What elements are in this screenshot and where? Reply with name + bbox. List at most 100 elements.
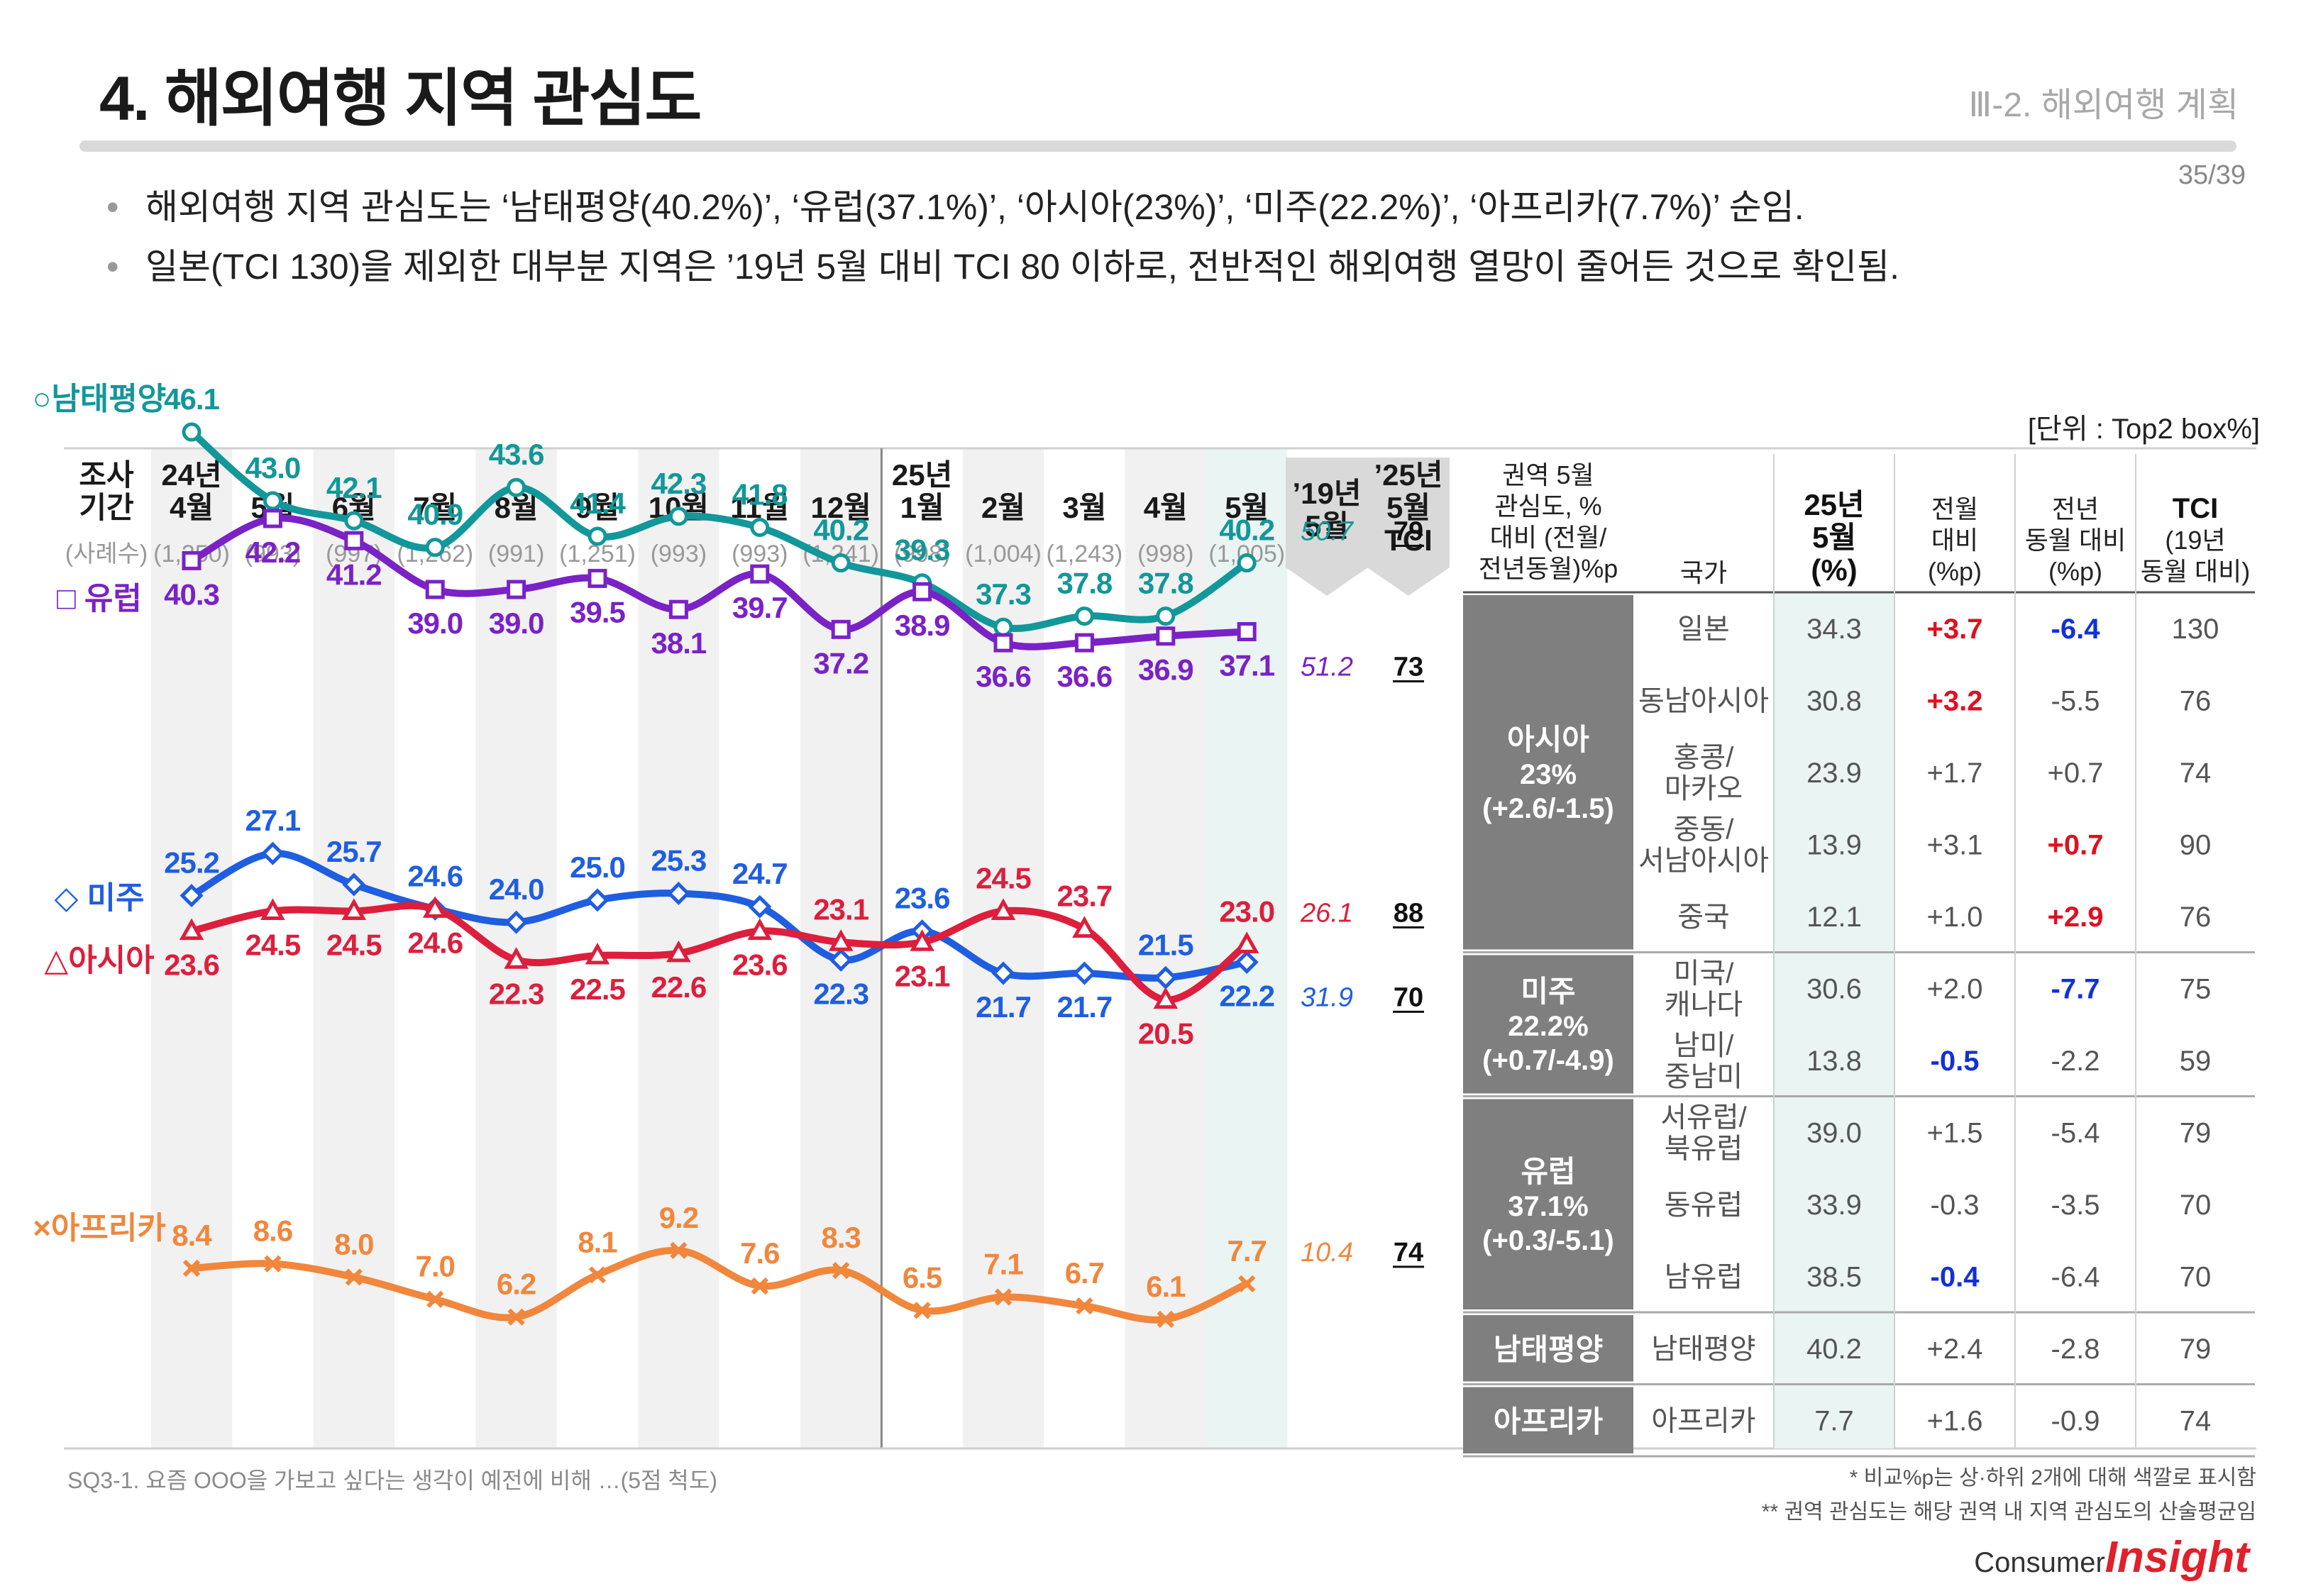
yoy-value: -6.4 [2051,1261,2100,1292]
data-point-square [344,531,364,550]
data-point-diamond [666,881,690,906]
data-label: 22.3 [813,977,868,1010]
bullet-dot-icon: • [106,187,119,227]
data-label: 7.1 [983,1248,1023,1281]
data-label: 40.2 [813,514,868,547]
bullet-text-1: 해외여행 지역 관심도는 ‘남태평양(40.2%)’, ‘유럽(37.1%)’,… [145,187,1804,227]
data-point-circle [182,422,202,442]
tci-table-value: 74 [2180,1405,2212,1436]
data-point-circle [587,526,607,546]
data-label: 8.3 [822,1221,861,1254]
data-point-triangle [341,898,367,920]
series-name-label: □ 유럽 [57,581,142,616]
data-label: 8.6 [253,1214,292,1248]
country-label: 홍콩/ [1674,742,1735,773]
data-point-x [1238,1275,1256,1292]
data-point-square [912,582,932,602]
data-point-diamond [829,948,853,972]
tci-table-value: 70 [2180,1190,2212,1221]
data-label: 39.3 [895,533,950,567]
mom-value: +1.6 [1927,1405,1983,1436]
series-name-label: ○남태평양 [33,382,167,416]
data-point-circle [507,477,526,497]
tci-header-label: ’25년 [1374,458,1442,492]
table-header-pct: 5월 [1812,521,1856,554]
ref-2019-value: 10.4 [1301,1238,1353,1268]
region-label: 아시아 [1507,723,1589,756]
data-point-x [507,1308,525,1326]
country-label: 마카오 [1665,773,1743,804]
table-header-yoy: 동월 대비 [2025,526,2126,555]
country-label: 북유럽 [1665,1133,1743,1164]
section-label: Ⅲ-2. 해외여행 계획 [1968,87,2239,124]
yoy-value: -0.9 [2051,1405,2100,1436]
series-1: 40.3 42.2 41.2 39.0 39.0 39.5 38.1 39.7 37.2 38.9… [164,509,1276,693]
bullet-text-2: 일본(TCI 130)을 제외한 대부분 지역은 ’19년 5월 대비 TCI … [145,247,1900,287]
pct-value: 23.9 [1806,758,1862,789]
data-label: 36.6 [976,660,1031,693]
mom-value: +3.7 [1927,614,1983,645]
mom-value: +2.4 [1927,1334,1983,1365]
data-point-square [993,633,1013,653]
region-label: 23% [1520,759,1577,790]
data-point-square [668,599,688,619]
data-label: 42.1 [326,471,382,504]
data-point-x [345,1268,363,1286]
period-label: 기간 [79,491,133,524]
data-label: 46.1 [164,382,219,416]
country-label: 서유럽/ [1660,1102,1747,1133]
data-label: 40.2 [1219,514,1274,547]
data-point-triangle [1072,916,1097,938]
data-label: 24.6 [407,926,463,959]
data-point-diamond [180,884,204,908]
data-point-square [1074,633,1094,653]
data-label: 24.5 [326,928,382,961]
series-line [188,1246,1251,1324]
data-label: 39.7 [732,591,788,624]
country-label: 아프리카 [1651,1405,1755,1436]
column-month-label: 3월 [1062,491,1106,524]
region-label: 37.1% [1508,1191,1588,1222]
data-label: 23.1 [895,959,950,992]
data-label: 40.3 [164,577,219,611]
pct-value: 13.9 [1806,829,1862,860]
data-label: 36.6 [1057,660,1113,693]
region-cell [1463,595,1633,950]
data-point-x [182,1259,201,1278]
tci-header-label: TCI [1384,523,1433,557]
data-label: 8.4 [172,1219,212,1252]
table-header-pct: 25년 [1804,488,1864,521]
country-label: 일본 [1677,614,1730,645]
pct-value: 7.7 [1814,1405,1854,1436]
data-label: 25.3 [651,843,707,877]
data-label: 20.5 [1138,1017,1193,1051]
yoy-value: -2.2 [2051,1046,2100,1077]
tci-table-value: 79 [2180,1117,2212,1148]
tci-table-value: 79 [2180,1334,2212,1365]
data-label: 37.1 [1219,648,1274,682]
page-title: 4. 해외여행 지역 관심도 [99,63,702,133]
data-point-circle [1237,553,1257,573]
data-point-triangle [585,942,610,965]
column-month-label: 7월 [413,491,457,524]
color-footnote: * 비교%p는 상·하위 2개에 대해 색깔로 표시함 [1849,1466,2256,1490]
logo-big-text: Insight [2104,1533,2249,1582]
data-point-diamond [504,910,529,934]
ref-2019-value: 50.7 [1301,517,1355,547]
mom-value: +1.0 [1927,902,1983,933]
data-point-circle [993,617,1013,637]
data-label: 23.6 [895,882,950,915]
data-point-diamond [1154,965,1178,990]
column-month-label: 9월 [575,491,619,524]
data-point-square [750,564,770,584]
table-header-tci-sub: 동월 대비) [2141,557,2250,586]
data-label: 22.2 [1219,979,1274,1012]
data-label: 23.0 [1219,894,1274,928]
mom-value: +1.5 [1927,1117,1983,1148]
series-2: 25.2 27.1 25.7 24.6 24.0 25.0 25.3 24.7 22.3 23.6… [164,804,1275,1024]
data-label: 22.6 [651,970,707,1004]
data-point-triangle [179,918,204,941]
column-month-label: 5월 [1225,491,1269,524]
country-label: 남미/ [1674,1030,1735,1061]
